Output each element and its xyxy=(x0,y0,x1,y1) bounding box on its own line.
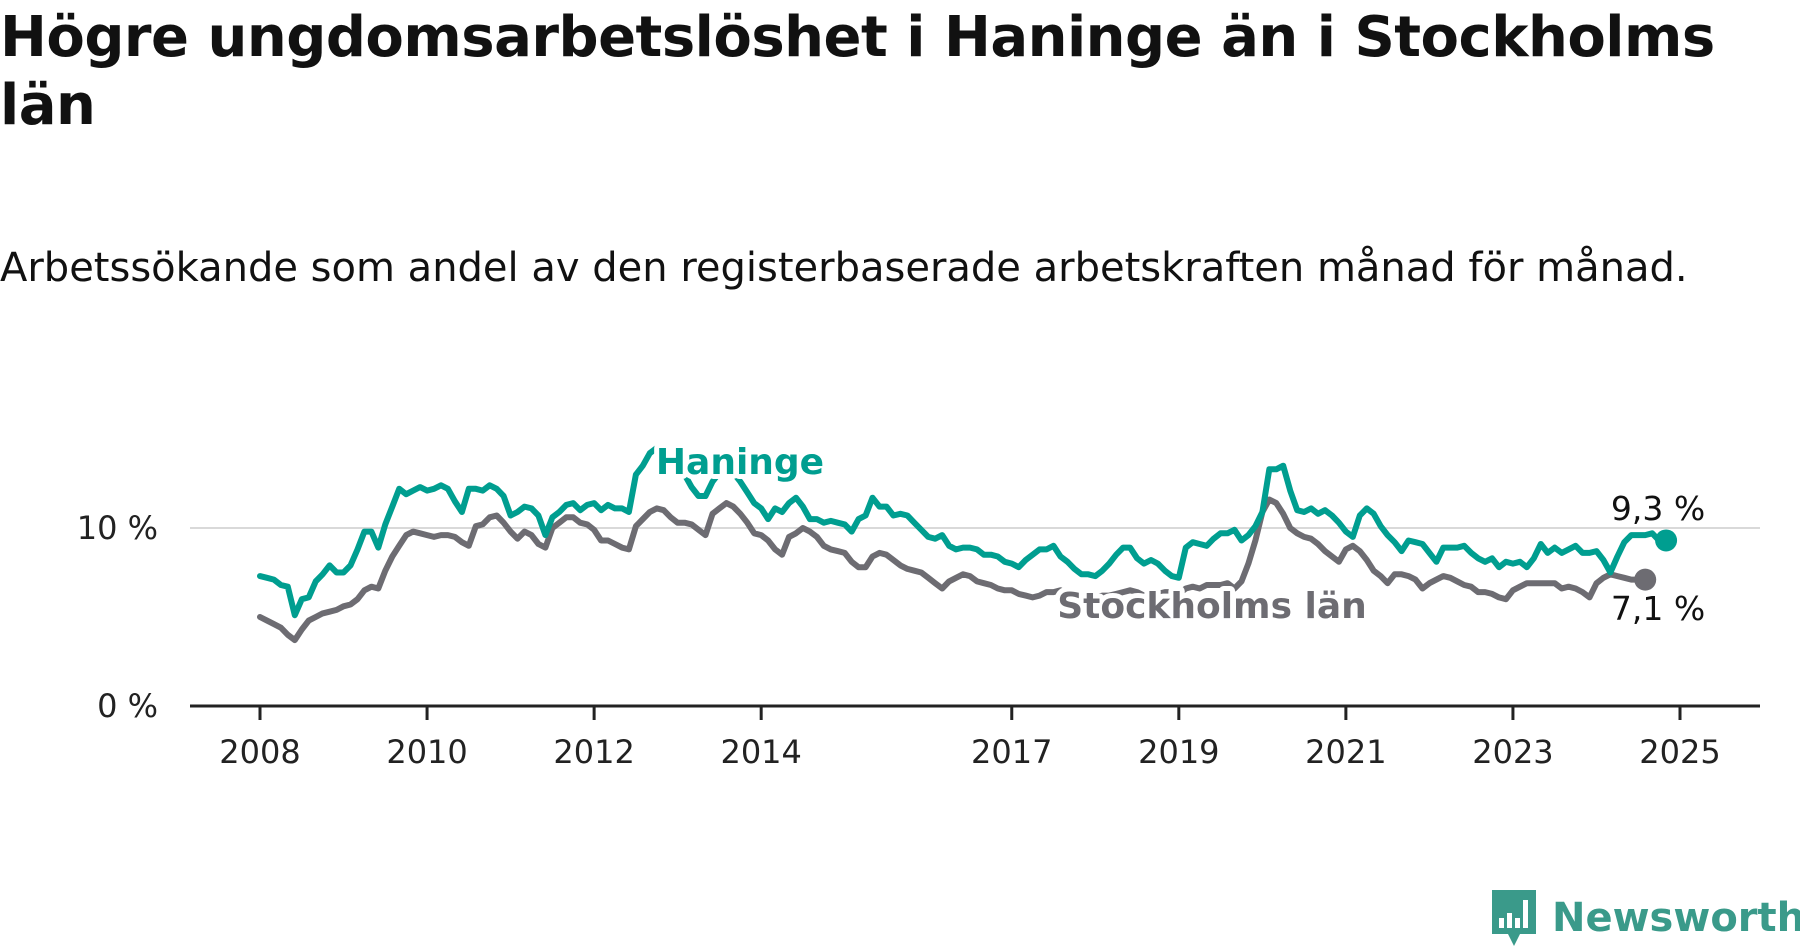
series-labels: Haninge Stockholms län 9,3 % 7,1 % xyxy=(651,437,1705,632)
x-tick-label: 2008 xyxy=(219,733,300,771)
x-tick-label: 2019 xyxy=(1138,733,1219,771)
end-point-stockholm xyxy=(1634,568,1657,591)
x-tick-label: 2025 xyxy=(1639,733,1720,771)
chart-title: Högre ungdomsarbetslöshet i Haninge än i… xyxy=(0,5,1715,138)
series-line-stockholm xyxy=(257,496,1649,644)
x-tick-label: 2012 xyxy=(553,733,634,771)
brand-name: Newsworthy xyxy=(1552,895,1800,941)
axes: 0 % 10 % 2008 2010 2012 2014 2017 2019 2021 2023 2… xyxy=(77,509,1760,771)
series-label-haninge: Haninge xyxy=(656,442,824,483)
x-tick-label: 2021 xyxy=(1305,733,1386,771)
x-tick-label: 2023 xyxy=(1472,733,1553,771)
series-line-haninge xyxy=(257,444,1670,619)
x-tick-label: 2017 xyxy=(971,733,1052,771)
chart-subtitle: Arbetssökande som andel av den registerb… xyxy=(0,245,1688,291)
series-label-stockholm: Stockholms län xyxy=(1057,586,1367,627)
newsworthy-logo-icon xyxy=(1492,890,1536,946)
y-tick-label: 0 % xyxy=(97,687,158,725)
y-tick-label: 10 % xyxy=(77,509,158,547)
newsworthy-logo[interactable]: Newsworthy xyxy=(1490,888,1800,948)
series-lines xyxy=(257,444,1678,644)
end-value-stockholm: 7,1 % xyxy=(1611,589,1705,628)
x-tick-label: 2014 xyxy=(720,733,801,771)
x-tick-label: 2010 xyxy=(386,733,467,771)
end-value-haninge: 9,3 % xyxy=(1611,489,1705,528)
end-point-haninge xyxy=(1655,529,1678,552)
